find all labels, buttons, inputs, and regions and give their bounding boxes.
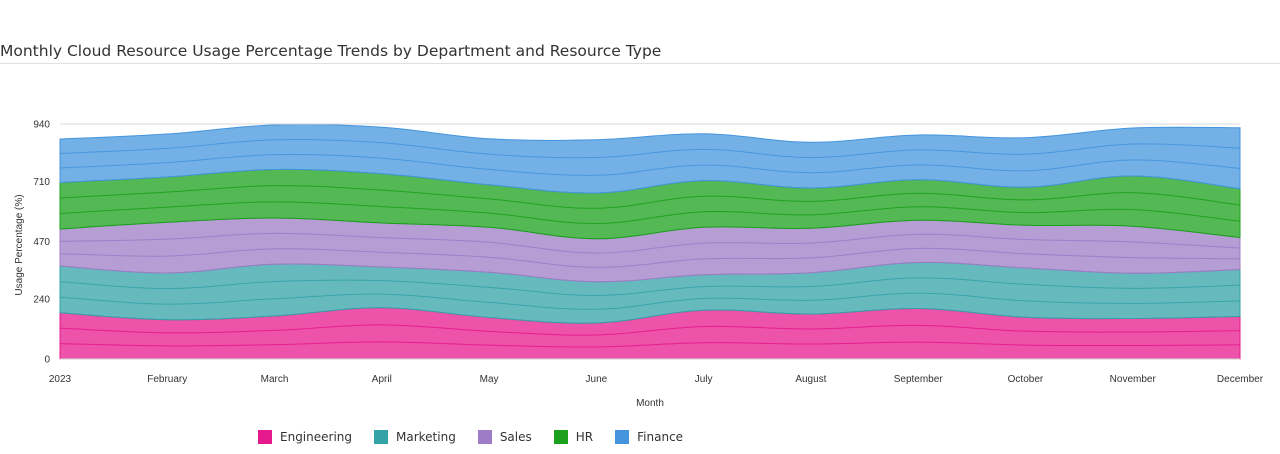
legend-item-finance[interactable]: Finance [615,430,683,444]
x-axis-label: Month [636,398,664,409]
x-tick-label: October [1008,374,1044,385]
legend: Engineering Marketing Sales HR Finance [258,430,705,444]
legend-label: Engineering [280,430,352,444]
x-tick-label: July [695,374,713,385]
area-engineering-band [59,341,1241,348]
legend-swatch [553,430,568,444]
legend-label: Finance [637,430,684,444]
area-engineering-band [59,324,1241,336]
x-tick-label: August [795,374,826,385]
y-tick-label: 710 [33,177,50,188]
y-axis-label: Usage Percentage (%) [14,194,25,295]
x-tick-label: December [1217,374,1264,385]
legend-item-hr[interactable]: HR [553,430,594,444]
area-finance-band [59,153,1241,176]
area-hr-band [59,201,1241,225]
x-axis-ticks: 2023 February March April May June July August S… [49,374,1264,385]
legend-swatch [615,430,630,444]
legend-swatch [374,430,388,444]
title-divider [0,63,1280,64]
legend-item-sales[interactable]: Sales [477,430,532,444]
area-marketing-band [59,277,1241,297]
chart-title: Monthly Cloud Resource Usage Percentage … [0,42,662,60]
area-sales-band [59,247,1241,268]
x-tick-label: November [1110,374,1157,385]
legend-label: Marketing [396,430,456,444]
x-tick-label: May [480,374,499,385]
y-tick-label: 0 [44,355,50,366]
legend-swatch [258,430,272,444]
area-marketing-band [59,292,1241,310]
legend-item-engineering[interactable]: Engineering [258,430,352,444]
x-tick-label: September [894,374,944,385]
x-tick-label: March [261,374,289,385]
area-layers [59,123,1241,360]
x-tick-label: April [372,374,392,385]
legend-swatch [477,430,492,444]
area-hr-band [59,185,1241,209]
x-tick-label: February [147,374,187,385]
legend-item-marketing[interactable]: Marketing [374,430,456,444]
area-sales-band [59,232,1241,254]
y-tick-label: 240 [33,295,50,306]
legend-label: HR [575,430,594,444]
x-tick-label: 2023 [49,374,72,385]
y-tick-label: 470 [33,237,50,248]
y-tick-label: 940 [33,120,50,131]
x-tick-label: June [586,374,608,385]
y-axis-ticks: 0 240 470 710 940 [33,120,1240,366]
legend-label: Sales [499,430,532,444]
area-finance-band [59,139,1241,159]
